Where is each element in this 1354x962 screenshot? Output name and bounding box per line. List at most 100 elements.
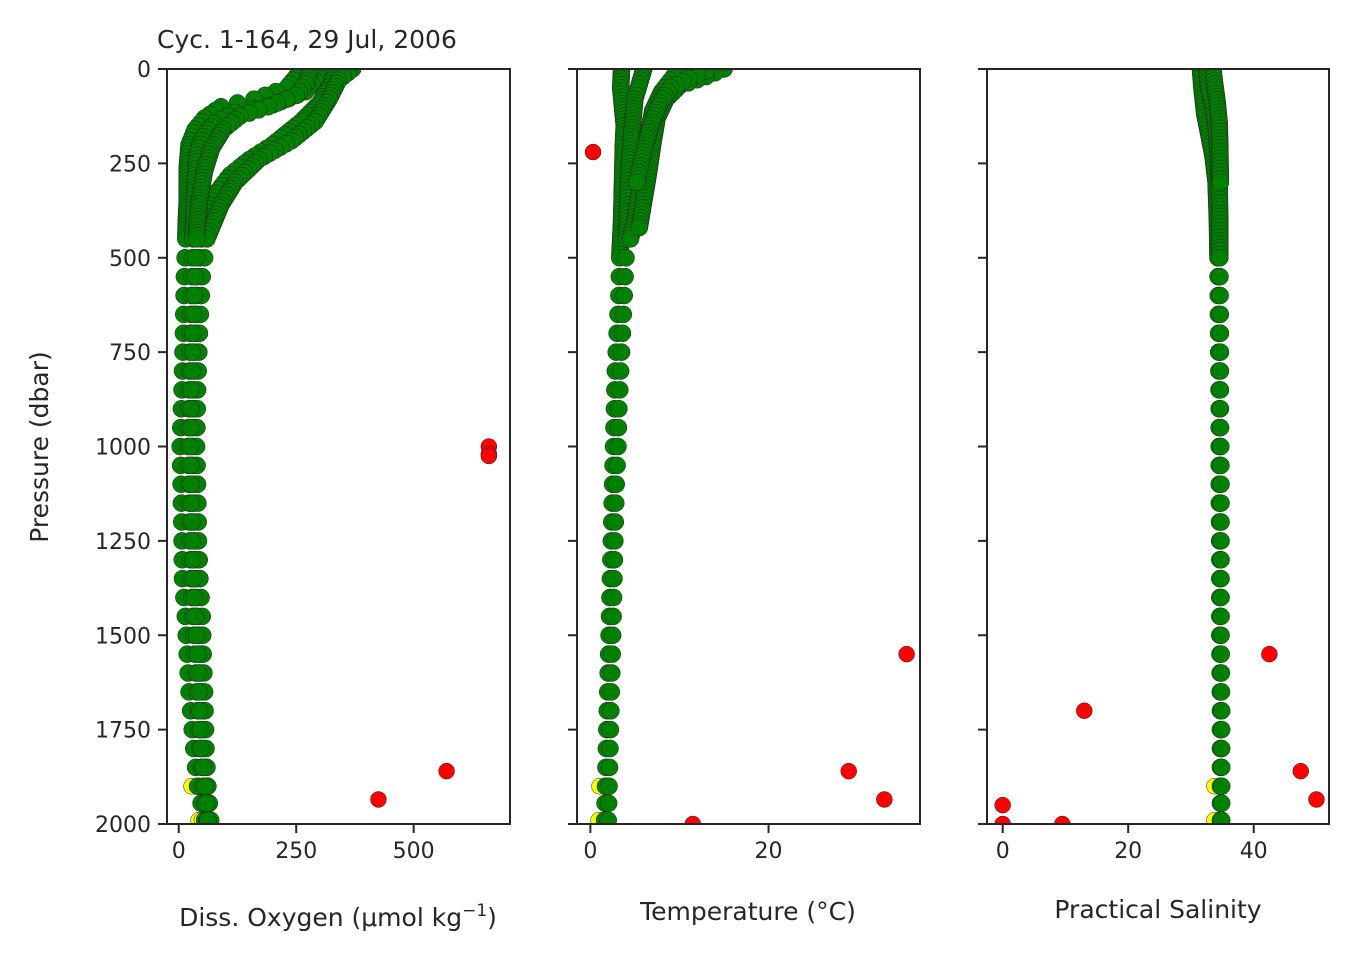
good-point bbox=[605, 569, 623, 588]
good-point bbox=[627, 173, 646, 191]
bad-point bbox=[1308, 791, 1325, 808]
good-point bbox=[630, 218, 649, 237]
oxygen-markers bbox=[171, 69, 498, 824]
bad-point bbox=[898, 645, 915, 663]
temperature-good-points bbox=[595, 69, 733, 824]
temperature-profile-2 bbox=[599, 69, 653, 824]
good-point bbox=[187, 626, 206, 644]
good-point bbox=[1212, 758, 1231, 777]
good-point bbox=[607, 494, 625, 512]
bad-point bbox=[994, 815, 1011, 824]
good-point bbox=[184, 324, 202, 342]
good-point bbox=[184, 305, 203, 324]
good-point bbox=[1211, 362, 1230, 380]
y-tick-label: 0 bbox=[137, 58, 151, 83]
x-tick-label: 250 bbox=[275, 839, 317, 864]
good-point bbox=[189, 664, 207, 682]
bad-point bbox=[1076, 702, 1093, 719]
temperature-panel: 0 20 bbox=[568, 68, 921, 864]
oxygen-x-ticks: 0 250 500 bbox=[172, 824, 435, 864]
good-point bbox=[186, 267, 204, 286]
good-point bbox=[607, 475, 625, 493]
good-point bbox=[196, 777, 214, 795]
good-point bbox=[604, 607, 622, 626]
good-point bbox=[603, 645, 621, 663]
good-point bbox=[612, 343, 631, 361]
y-tick-label: 500 bbox=[109, 247, 151, 272]
good-point bbox=[182, 494, 201, 512]
salinity-profile-3 bbox=[1204, 69, 1230, 191]
good-point bbox=[188, 645, 207, 663]
good-point bbox=[602, 664, 621, 682]
good-point bbox=[1212, 777, 1231, 795]
good-point bbox=[1211, 305, 1230, 324]
good-point bbox=[606, 532, 624, 550]
good-point bbox=[1212, 702, 1231, 720]
good-point bbox=[192, 739, 211, 758]
x-tick-label: 0 bbox=[996, 839, 1010, 864]
good-point bbox=[185, 286, 204, 305]
good-point bbox=[182, 475, 200, 493]
good-point bbox=[182, 400, 200, 418]
good-point bbox=[611, 362, 630, 380]
good-point bbox=[1212, 437, 1230, 456]
chart-title: Cyc. 1-164, 29 Jul, 2006 bbox=[157, 25, 457, 54]
good-point bbox=[1212, 551, 1230, 569]
good-point bbox=[614, 305, 633, 324]
good-point bbox=[1211, 343, 1230, 361]
good-point bbox=[1212, 683, 1231, 701]
bad-point bbox=[438, 762, 455, 780]
good-point bbox=[185, 588, 204, 607]
good-point bbox=[1212, 456, 1230, 475]
good-point bbox=[1212, 626, 1230, 644]
salinity-markers bbox=[994, 69, 1325, 824]
temperature-profile-5 bbox=[627, 69, 715, 191]
x-tick-label: 40 bbox=[1240, 839, 1268, 864]
good-point bbox=[1211, 381, 1230, 399]
good-point bbox=[610, 400, 628, 418]
good-point bbox=[600, 777, 618, 795]
good-point bbox=[1212, 475, 1230, 493]
good-point bbox=[199, 811, 217, 824]
good-point bbox=[601, 720, 620, 739]
y-tick-label: 1750 bbox=[95, 719, 151, 744]
y-tick-label: 750 bbox=[109, 341, 151, 366]
good-point bbox=[602, 683, 621, 701]
bad-point bbox=[1292, 762, 1310, 780]
good-point bbox=[605, 551, 624, 569]
good-point bbox=[183, 343, 202, 361]
y-tick-label: 1250 bbox=[95, 530, 151, 555]
good-point bbox=[611, 381, 629, 399]
temperature-x-axis-label: Temperature (°C) bbox=[639, 897, 856, 926]
good-point bbox=[609, 437, 627, 456]
oxygen-y-ticks: 0 250 500 750 1000 1250 1500 1750 2000 bbox=[95, 58, 167, 838]
salinity-bad-points bbox=[994, 645, 1325, 824]
bad-point bbox=[480, 447, 498, 465]
good-point bbox=[1212, 494, 1230, 512]
bad-point bbox=[1261, 645, 1278, 663]
oxygen-profile-5 bbox=[181, 69, 320, 824]
good-point bbox=[1211, 286, 1229, 305]
good-point bbox=[1211, 400, 1230, 418]
good-point bbox=[182, 381, 201, 399]
good-point bbox=[1212, 794, 1231, 812]
good-point bbox=[1211, 418, 1230, 437]
good-point bbox=[602, 702, 620, 720]
good-point bbox=[184, 569, 203, 588]
temperature-x-ticks: 0 20 bbox=[583, 824, 783, 864]
good-point bbox=[1212, 720, 1231, 739]
salinity-x-ticks: 0 20 40 bbox=[996, 824, 1268, 864]
good-point bbox=[187, 249, 205, 267]
good-point bbox=[1212, 569, 1230, 588]
good-point bbox=[1212, 513, 1230, 531]
oxygen-good-points bbox=[171, 69, 362, 824]
salinity-good-points bbox=[1191, 69, 1231, 824]
y-axis-label: Pressure (dbar) bbox=[25, 351, 54, 543]
good-point bbox=[613, 324, 632, 342]
temperature-bad-points bbox=[584, 143, 915, 824]
good-point bbox=[1211, 267, 1229, 286]
good-point bbox=[599, 811, 617, 824]
oxygen-x-axis-label: Diss. Oxygen (μmol kg−1) bbox=[179, 901, 497, 932]
good-point bbox=[606, 513, 625, 531]
